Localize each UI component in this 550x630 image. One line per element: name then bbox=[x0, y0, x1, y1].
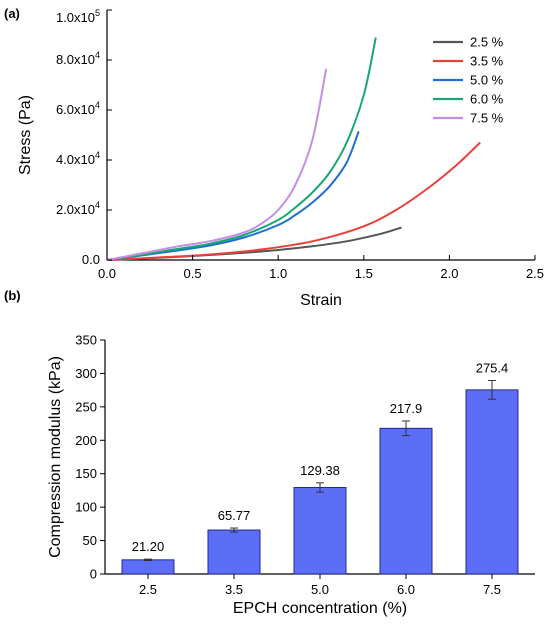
legend-label: 6.0 % bbox=[470, 92, 504, 107]
panel-b-y-tick-label: 0 bbox=[90, 567, 97, 582]
panel-b-x-tick-label: 5.0 bbox=[311, 582, 329, 597]
bar bbox=[379, 427, 433, 575]
panel-b-y-axis-title: Compression modulus (kPa) bbox=[47, 356, 64, 558]
panel-a-x-tick-label: 2.0 bbox=[440, 266, 458, 281]
panel-b-y-tick-label: 150 bbox=[75, 466, 97, 481]
panel-a-y-tick-label: 2.0x104 bbox=[56, 200, 100, 217]
panel-a-line-chart: (a) 0.0 0.5 1.0 1.5 2.0 2.5 0.0 2.0x104 … bbox=[4, 6, 544, 309]
panel-b-bars: 21.20 2.5 65.77 3.5 129.38 5.0 217.9 6.0 275.4 7.… bbox=[121, 361, 519, 597]
panel-b-y-tick-label: 200 bbox=[75, 433, 97, 448]
panel-a-x-ticks: 0.0 0.5 1.0 1.5 2.0 2.5 bbox=[98, 266, 544, 281]
panel-a-x-tick-label: 2.5 bbox=[526, 266, 544, 281]
panel-a-series-lines bbox=[106, 37, 481, 261]
panel-b-y-tick-label: 350 bbox=[75, 333, 97, 348]
panel-a-y-tick-label: 1.0x105 bbox=[56, 8, 100, 25]
bar-value-label: 21.20 bbox=[132, 539, 165, 554]
legend-label: 2.5 % bbox=[470, 35, 504, 50]
panel-a-x-tick-label: 0.5 bbox=[184, 266, 202, 281]
bar bbox=[293, 487, 347, 575]
bar bbox=[465, 389, 519, 575]
bar-value-label: 65.77 bbox=[218, 508, 251, 523]
legend-label: 7.5 % bbox=[470, 111, 504, 126]
panel-a-y-tick-label: 0.0 bbox=[82, 252, 100, 267]
bar bbox=[121, 559, 175, 575]
panel-b-bar-chart: (b) 0 50 100 150 200 250 300 350 21.20 2.5 65.77 3… bbox=[4, 288, 535, 617]
legend-label: 3.5 % bbox=[470, 54, 504, 69]
panel-a-x-tick-label: 1.0 bbox=[269, 266, 287, 281]
panel-a-y-tick-label: 4.0x104 bbox=[56, 150, 100, 167]
panel-a-x-tick-label: 0.0 bbox=[98, 266, 116, 281]
series-line bbox=[106, 141, 481, 261]
panel-a-y-tick-label: 8.0x104 bbox=[56, 50, 100, 67]
panel-b-x-tick-label: 2.5 bbox=[139, 582, 157, 597]
bar-value-label: 275.4 bbox=[476, 361, 509, 376]
series-line bbox=[106, 37, 377, 261]
panel-b-x-tick-label: 6.0 bbox=[397, 582, 415, 597]
series-line bbox=[106, 68, 328, 261]
panel-b-x-tick-label: 3.5 bbox=[225, 582, 243, 597]
panel-b-y-tick-label: 100 bbox=[75, 500, 97, 515]
bar bbox=[207, 529, 261, 575]
panel-b-y-tick-label: 250 bbox=[75, 399, 97, 414]
panel-a-x-axis-title: Strain bbox=[300, 292, 342, 309]
panel-a-legend: 2.5 % 3.5 % 5.0 % 6.0 % 7.5 % bbox=[433, 35, 504, 126]
panel-b-x-axis-title: EPCH concentration (%) bbox=[233, 600, 407, 617]
panel-b-y-ticks: 0 50 100 150 200 250 300 350 bbox=[75, 333, 105, 582]
legend-label: 5.0 % bbox=[470, 73, 504, 88]
panel-a-y-tick-label: 6.0x104 bbox=[56, 100, 100, 117]
panel-b-y-tick-label: 50 bbox=[83, 533, 97, 548]
panel-a-x-tick-label: 1.5 bbox=[355, 266, 373, 281]
panel-a-y-axis-title: Stress (Pa) bbox=[17, 95, 34, 175]
series-line bbox=[106, 130, 360, 261]
bar-value-label: 217.9 bbox=[390, 401, 423, 416]
panel-b-label: (b) bbox=[4, 288, 21, 303]
panel-a-y-ticks: 0.0 2.0x104 4.0x104 6.0x104 8.0x104 1.0x… bbox=[56, 8, 100, 267]
panel-b-y-tick-label: 300 bbox=[75, 366, 97, 381]
bar-value-label: 129.38 bbox=[300, 463, 340, 478]
panel-a-label: (a) bbox=[4, 6, 20, 21]
panel-b-x-tick-label: 7.5 bbox=[483, 582, 501, 597]
